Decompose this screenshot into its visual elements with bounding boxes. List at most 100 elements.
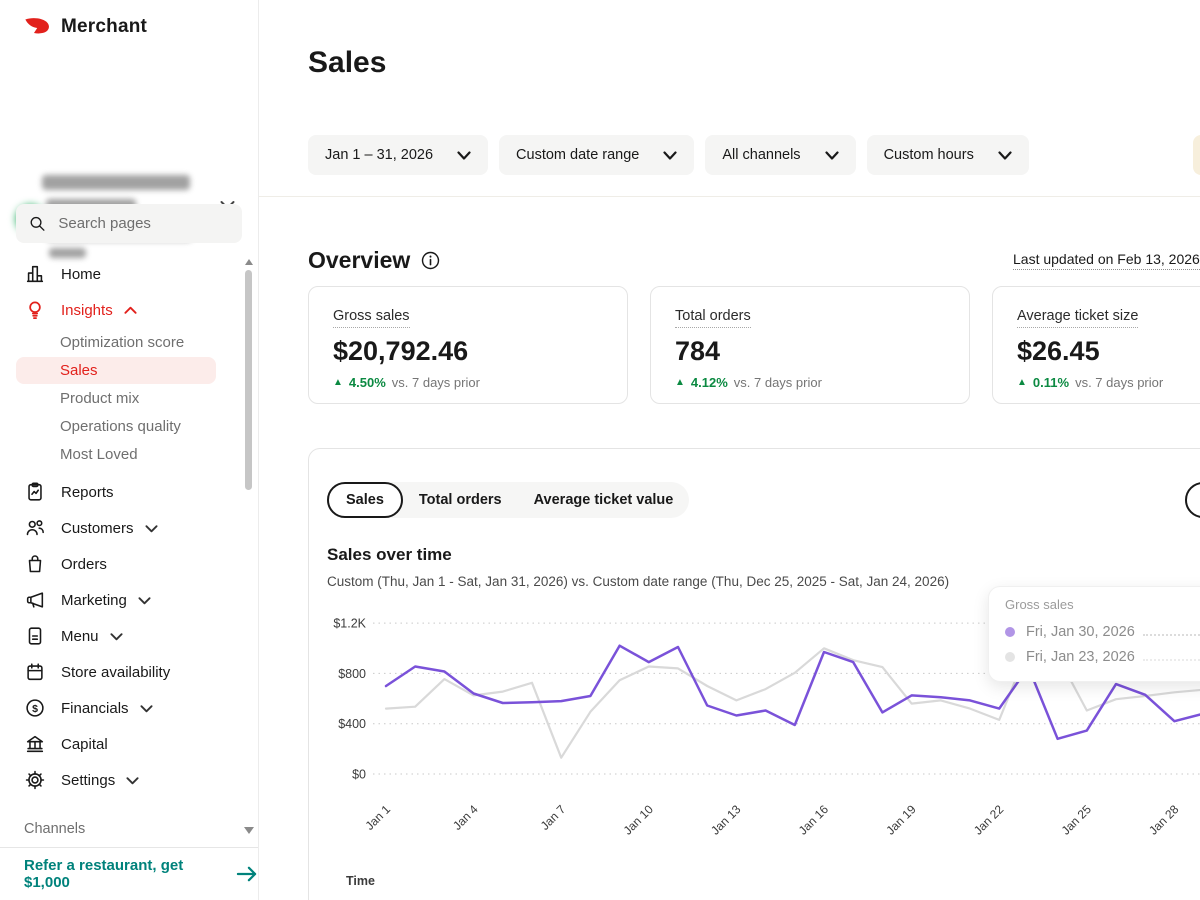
svg-text:Jan 1: Jan 1 bbox=[362, 802, 393, 833]
svg-text:Jan 22: Jan 22 bbox=[971, 802, 1007, 838]
chevron-down-icon bbox=[126, 776, 139, 785]
sidebar-item-optimization-score[interactable]: Optimization score bbox=[60, 334, 185, 351]
gear-icon bbox=[24, 769, 46, 791]
delta-percent: 0.11% bbox=[1032, 375, 1070, 390]
chevron-down-icon bbox=[824, 150, 839, 160]
sidebar-item-label: Marketing bbox=[61, 591, 127, 609]
up-trend-icon: ▲ bbox=[1017, 377, 1027, 388]
card-label[interactable]: Gross sales bbox=[333, 308, 410, 328]
sidebar-item-customers[interactable]: Customers bbox=[0, 510, 244, 546]
sidebar-item-label: Menu bbox=[61, 627, 99, 645]
tab-sales[interactable]: Sales bbox=[327, 482, 403, 518]
tooltip-row-current: Fri, Jan 30, 2026 $8 bbox=[1005, 619, 1200, 644]
cutoff-button[interactable] bbox=[1193, 135, 1200, 175]
sidebar-item-financials[interactable]: $ Financials bbox=[0, 690, 244, 726]
search-input[interactable] bbox=[56, 214, 229, 233]
chevron-down-icon bbox=[998, 150, 1012, 160]
chart-title: Sales over time bbox=[327, 545, 452, 564]
sidebar-item-sales[interactable]: Sales bbox=[16, 357, 216, 384]
filter-label: All channels bbox=[722, 147, 801, 163]
clipboard-chart-icon bbox=[24, 481, 46, 503]
tooltip-header: Gross sales bbox=[1005, 597, 1074, 612]
channels-filter[interactable]: All channels bbox=[705, 135, 856, 175]
tooltip-leader bbox=[1142, 658, 1200, 661]
refer-link-label: Refer a restaurant, get $1,000 bbox=[24, 857, 184, 891]
sidebar-item-label: Customers bbox=[61, 519, 134, 537]
delta-percent: 4.12% bbox=[690, 375, 728, 390]
svg-text:$0: $0 bbox=[352, 768, 366, 782]
chevron-down-icon bbox=[144, 524, 158, 533]
filter-label: Jan 1 – 31, 2026 bbox=[325, 147, 434, 163]
card-label[interactable]: Total orders bbox=[675, 308, 751, 328]
hours-filter[interactable]: Custom hours bbox=[866, 135, 1029, 175]
comparison-range-filter[interactable]: Custom date range bbox=[499, 135, 695, 175]
sidebar-item-marketing[interactable]: Marketing bbox=[0, 582, 244, 618]
up-trend-icon: ▲ bbox=[675, 377, 685, 388]
svg-text:Jan 19: Jan 19 bbox=[883, 802, 919, 838]
sidebar-item-home[interactable]: Home bbox=[0, 256, 244, 292]
sidebar-item-orders[interactable]: Orders bbox=[0, 546, 244, 582]
sidebar-item-label: Settings bbox=[61, 771, 116, 789]
sidebar-scrollbar-thumb[interactable] bbox=[245, 270, 252, 490]
account-selector[interactable] bbox=[0, 84, 259, 258]
tooltip-row-comparison: Fri, Jan 23, 2026 $8 bbox=[1005, 644, 1200, 669]
account-line2-redacted bbox=[49, 248, 86, 258]
svg-text:Jan 25: Jan 25 bbox=[1059, 802, 1095, 838]
sales-over-time-chart[interactable]: $0 $400 $800 $1.2K Jan 1 Jan 4 Jan 7 Jan 10 Jan … bbox=[309, 601, 1200, 900]
average-ticket-card: Average ticket size $26.45 ▲ 0.11% vs. 7… bbox=[992, 286, 1200, 404]
account-name-redacted bbox=[42, 175, 190, 190]
sidebar-item-reports[interactable]: Reports bbox=[0, 474, 244, 510]
sidebar-item-insights[interactable]: Insights bbox=[0, 292, 244, 328]
lightbulb-icon bbox=[24, 299, 46, 321]
chevron-down-icon bbox=[457, 150, 471, 160]
chevron-down-icon bbox=[663, 150, 677, 160]
svg-text:$1.2K: $1.2K bbox=[333, 617, 366, 631]
svg-text:Jan 28: Jan 28 bbox=[1146, 802, 1182, 838]
gross-sales-card: Gross sales $20,792.46 ▲ 4.50% vs. 7 day… bbox=[308, 286, 628, 404]
sidebar-item-most-loved[interactable]: Most Loved bbox=[60, 446, 138, 463]
delta-percent: 4.50% bbox=[348, 375, 386, 390]
scrollbar-down-arrow[interactable] bbox=[244, 827, 254, 834]
filter-label: Custom hours bbox=[883, 147, 974, 163]
chevron-up-icon bbox=[124, 306, 137, 315]
chart-tooltip: Gross sales Fri, Jan 30, 2026 $8 Fri, Ja… bbox=[988, 586, 1200, 682]
sidebar-item-menu[interactable]: Menu bbox=[0, 618, 244, 654]
sidebar-nav: Home Insights Optimization score Sales P… bbox=[0, 256, 244, 798]
chevron-down-icon bbox=[139, 704, 153, 713]
date-range-filter[interactable]: Jan 1 – 31, 2026 bbox=[308, 135, 489, 175]
refer-restaurant-link[interactable]: Refer a restaurant, get $1,000 bbox=[24, 857, 258, 891]
svg-text:Jan 13: Jan 13 bbox=[708, 802, 744, 838]
cutoff-circle-button[interactable] bbox=[1185, 482, 1200, 518]
tab-average-ticket-value[interactable]: Average ticket value bbox=[518, 482, 690, 518]
sidebar-item-capital[interactable]: Capital bbox=[0, 726, 244, 762]
tab-total-orders[interactable]: Total orders bbox=[403, 482, 518, 518]
sidebar-item-store-availability[interactable]: Store availability bbox=[0, 654, 244, 690]
bank-icon bbox=[24, 733, 46, 755]
tooltip-date: Fri, Jan 23, 2026 bbox=[1026, 648, 1135, 665]
sidebar-item-label: Financials bbox=[61, 699, 129, 717]
page-title: Sales bbox=[308, 46, 387, 79]
sidebar: Merchant Home Insights bbox=[0, 0, 259, 900]
svg-text:$800: $800 bbox=[338, 667, 366, 681]
tooltip-leader bbox=[1142, 633, 1200, 636]
document-icon bbox=[24, 625, 46, 647]
svg-text:Jan 16: Jan 16 bbox=[796, 802, 832, 838]
card-value: $26.45 bbox=[1017, 336, 1100, 366]
sidebar-item-label: Capital bbox=[61, 735, 108, 753]
customers-icon bbox=[24, 517, 46, 539]
info-icon[interactable] bbox=[421, 251, 440, 270]
card-label[interactable]: Average ticket size bbox=[1017, 308, 1139, 328]
scrollbar-up-arrow[interactable] bbox=[245, 259, 253, 265]
chart-metric-tabs: Sales Total orders Average ticket value bbox=[327, 482, 690, 518]
delta-suffix: vs. 7 days prior bbox=[733, 375, 822, 390]
current-series-dot bbox=[1005, 626, 1015, 637]
shopping-bag-icon bbox=[24, 553, 46, 575]
sidebar-item-label: Store availability bbox=[61, 663, 171, 681]
tooltip-date: Fri, Jan 30, 2026 bbox=[1026, 623, 1135, 640]
sidebar-item-settings[interactable]: Settings bbox=[0, 762, 244, 798]
last-updated-text[interactable]: Last updated on Feb 13, 2026, bbox=[1013, 251, 1200, 270]
sidebar-item-product-mix[interactable]: Product mix bbox=[60, 390, 140, 407]
brand: Merchant bbox=[24, 16, 147, 38]
search-pages bbox=[16, 204, 242, 243]
sidebar-item-operations-quality[interactable]: Operations quality bbox=[60, 418, 181, 435]
